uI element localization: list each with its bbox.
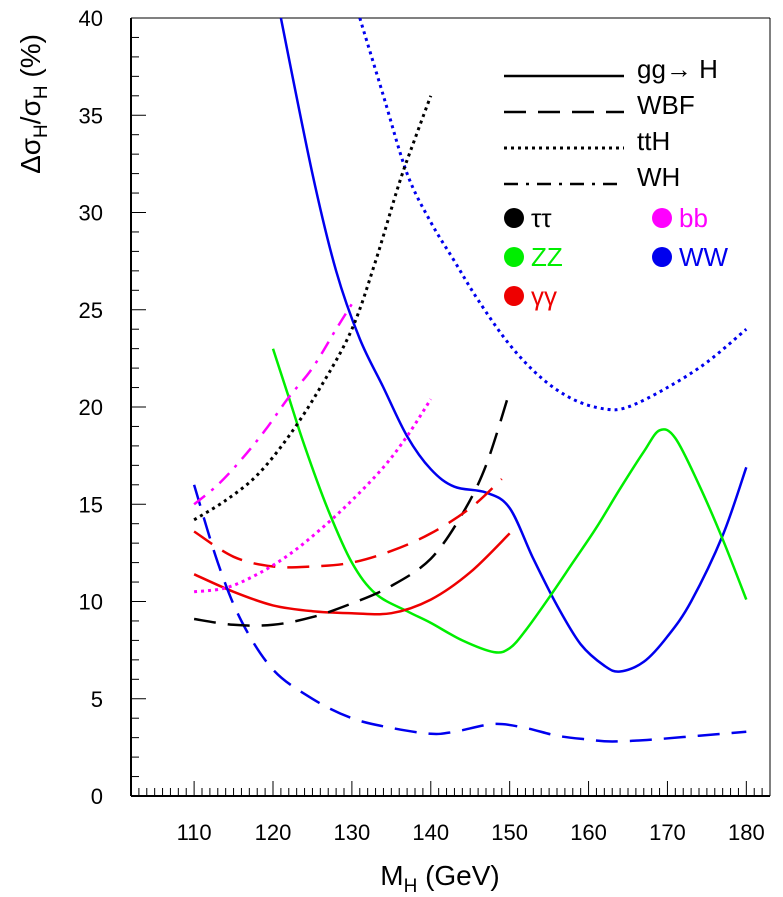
y-axis-title-part1: Δσ: [15, 138, 46, 174]
y-axis-title-part3: (%): [15, 34, 46, 85]
series-tth-line: [193, 95, 433, 522]
legend-marker-2: [652, 208, 672, 228]
x-tick-label: 170: [649, 820, 686, 845]
legend-marker-4: [652, 247, 672, 267]
series-gg-h-zz-line: [271, 348, 748, 654]
series-tth-bb-line: [193, 398, 433, 594]
decay-legend: ττ bb ZZ WW γγ: [504, 203, 729, 311]
y-axis-title-sub2: H: [31, 85, 52, 99]
y-tick-label: 5: [91, 687, 103, 712]
legend-decay-label-1: ττ: [531, 203, 552, 233]
y-tick-label: 0: [91, 784, 103, 809]
legend: gg→ H WBF ttH WH ττ bb ZZ WW γγ: [504, 54, 729, 311]
y-axis-title-part2: /σ: [15, 99, 46, 124]
x-tick-label: 160: [570, 820, 607, 845]
legend-dashdot-label: WH: [637, 162, 680, 192]
series-gg-h-ww-line: [279, 17, 748, 673]
legend-marker-5: [504, 286, 524, 306]
x-tick-label: 130: [334, 820, 371, 845]
y-axis-title: ΔσH/σH (%): [15, 34, 52, 174]
y-tick-label: 30: [79, 201, 103, 226]
series-wh-bb-line: [193, 303, 353, 506]
legend-marker-3: [504, 247, 524, 267]
x-axis-title: MH (GeV): [380, 860, 500, 897]
legend-decay-label-3: ZZ: [531, 242, 563, 272]
series-layer: [192, 17, 748, 743]
x-tick-label: 150: [491, 820, 528, 845]
legend-decay-label-4: WW: [679, 242, 729, 272]
x-tick-label: 120: [255, 820, 292, 845]
y-tick-label: 25: [79, 298, 103, 323]
series-wbf-line: [193, 391, 511, 627]
legend-solid-label: gg→ H: [637, 54, 718, 84]
series-tth-ww-line: [358, 17, 748, 412]
y-tick-label: 10: [79, 590, 103, 615]
y-tick-label: 40: [79, 6, 103, 31]
legend-decay-label-5: γγ: [531, 281, 557, 311]
y-tick-label: 35: [79, 103, 103, 128]
x-tick-label: 180: [728, 820, 765, 845]
legend-decay-label-2: bb: [679, 203, 708, 233]
x-tick-label: 110: [177, 820, 212, 845]
x-axis-title-rest: (GeV): [417, 860, 499, 891]
x-tick-label: 140: [412, 820, 449, 845]
series-wbf-line: [193, 478, 503, 569]
y-tick-label: 20: [79, 395, 103, 420]
x-axis-title-sub: H: [404, 876, 418, 897]
legend-marker-1: [504, 208, 524, 228]
x-axis-title-main: M: [380, 860, 403, 891]
series-gg-h-line: [193, 532, 511, 616]
legend-dotted-label: ttH: [637, 126, 670, 156]
legend-dashed-label: WBF: [637, 90, 695, 120]
axis-ticks: 110 120 130 140 150 160 170 180 0 5 10 15 20 25 30 35 40: [79, 6, 771, 845]
y-tick-label: 15: [79, 492, 103, 517]
plot-frame: [130, 17, 771, 797]
y-axis-title-sub1: H: [31, 124, 52, 138]
production-legend: gg→ H WBF ttH WH: [504, 54, 718, 192]
series-wbf-ww-line: [192, 484, 747, 743]
